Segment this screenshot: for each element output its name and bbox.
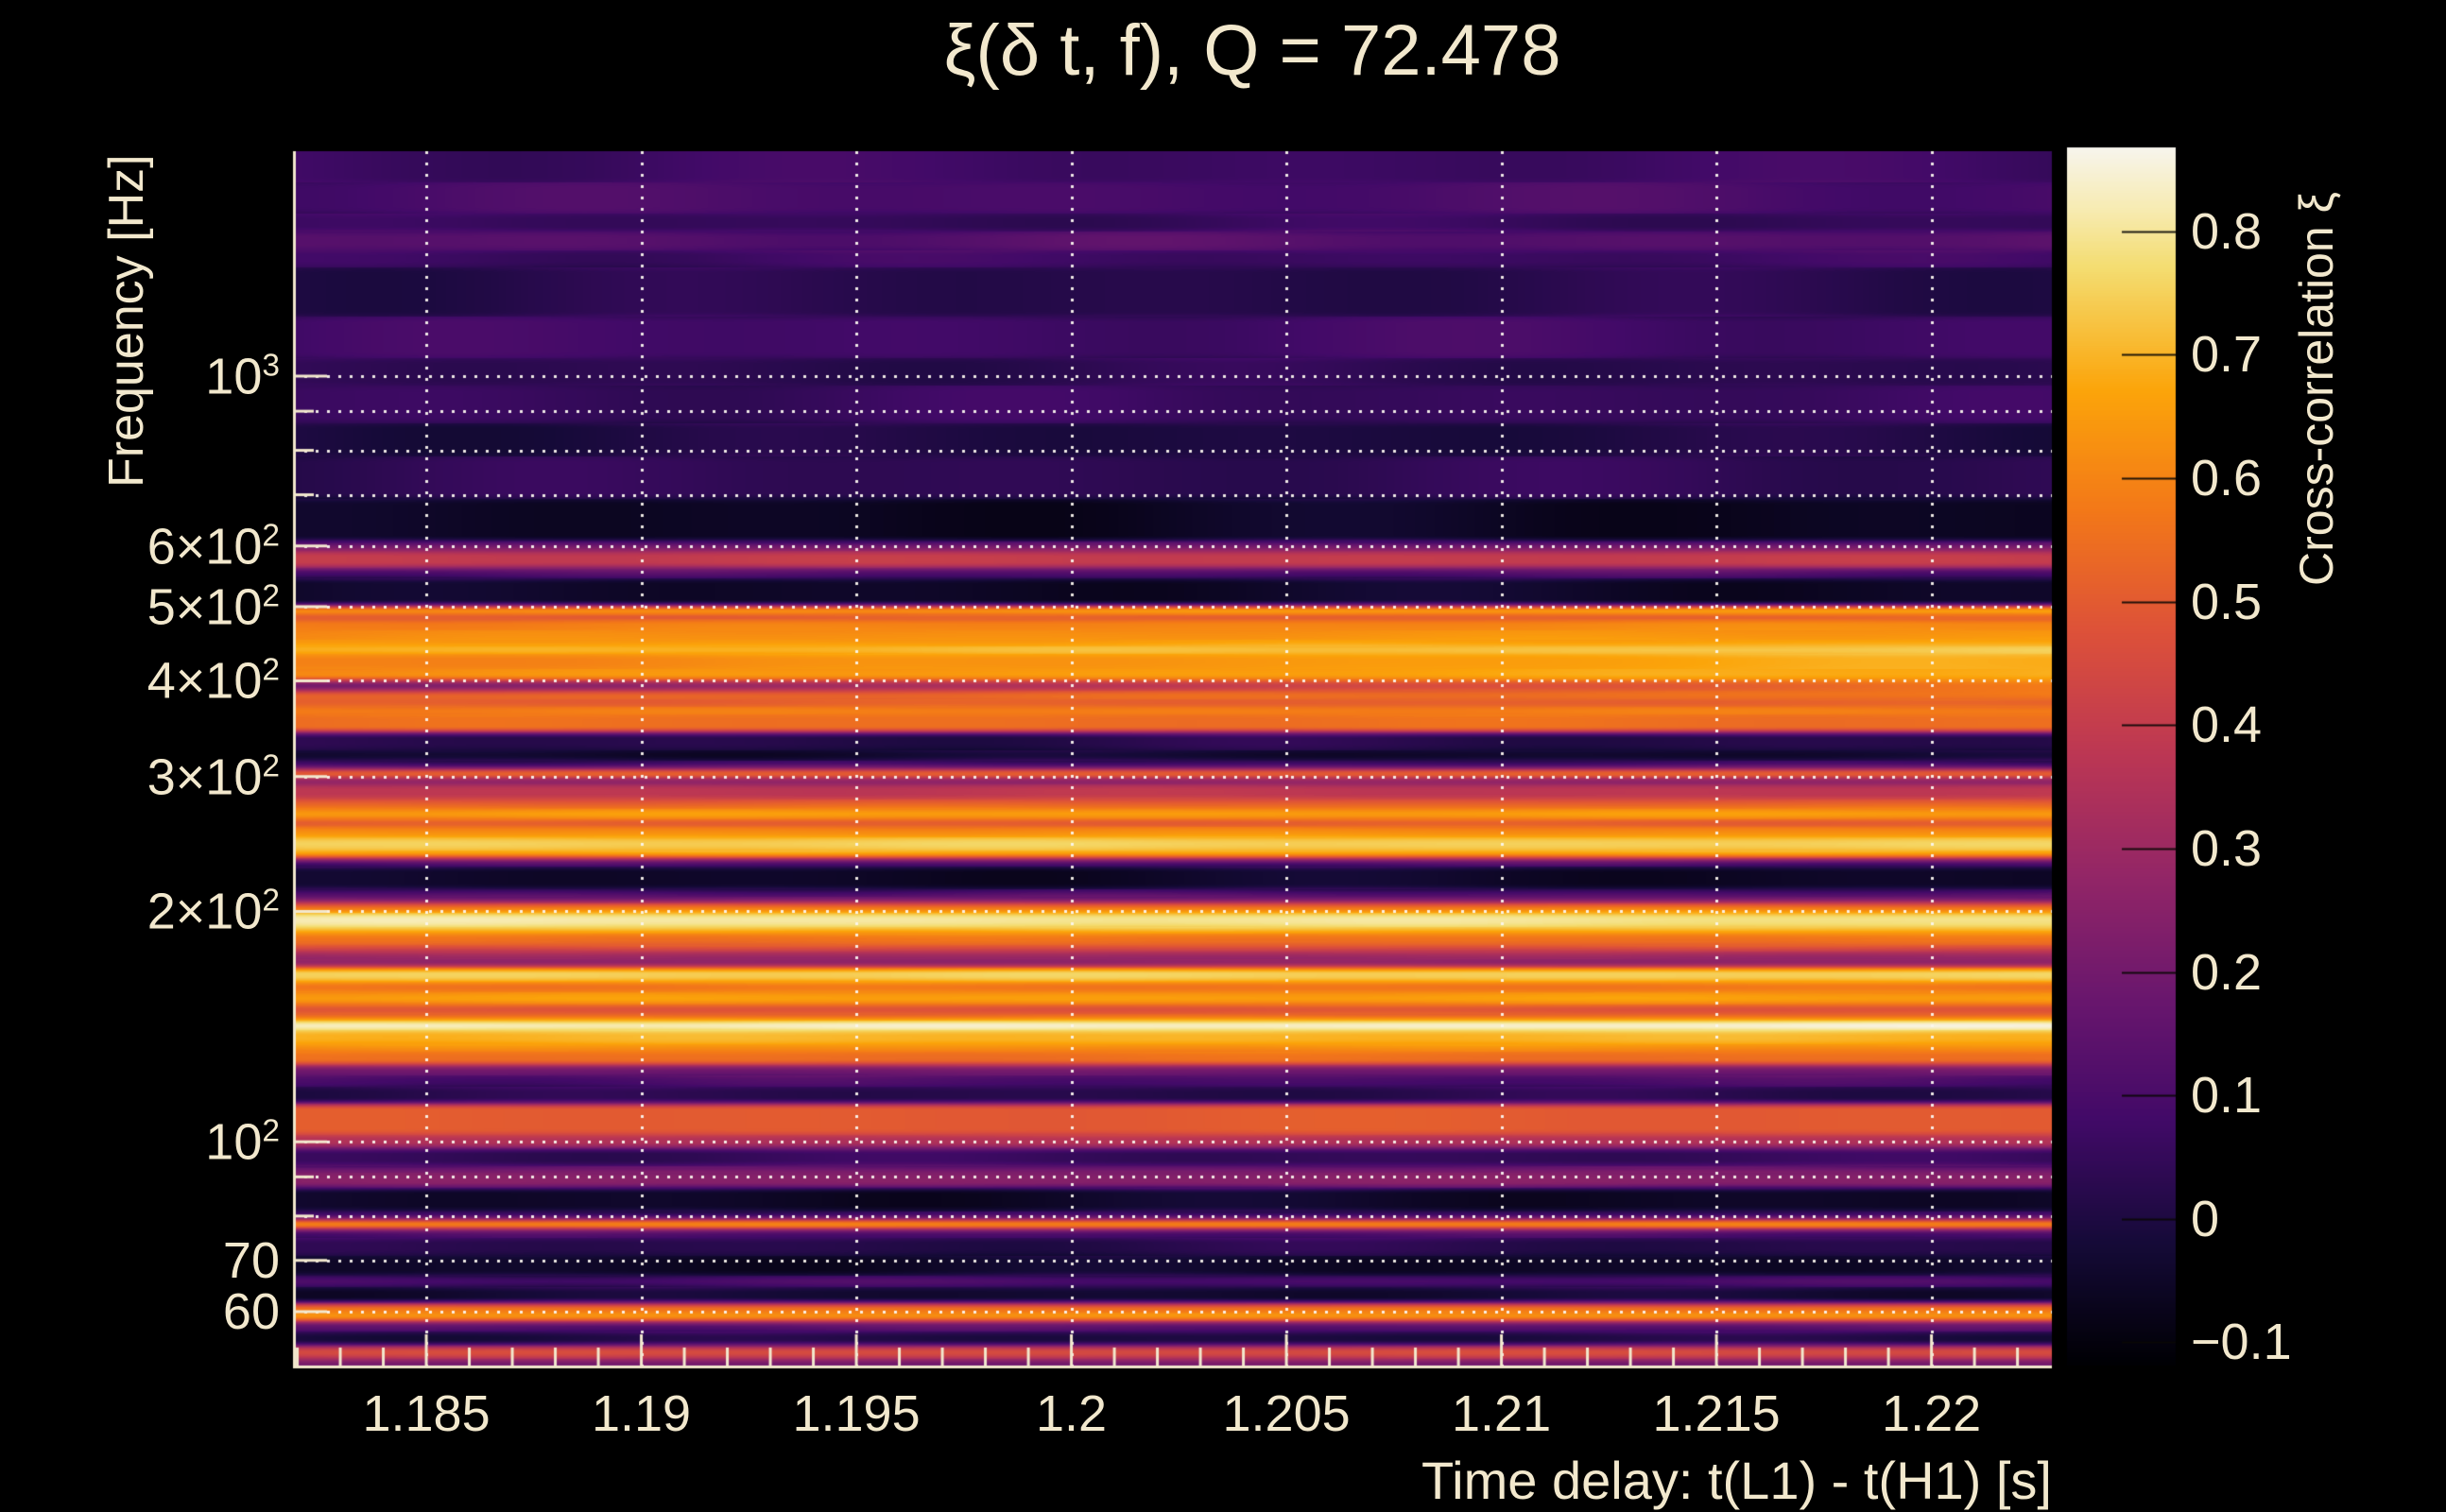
- x-tick-label-1.185: 1.185: [362, 1385, 491, 1442]
- colorbar-tick-label-0.2: 0.2: [2191, 943, 2263, 1001]
- y-tick-label-6×102: 6×102: [146, 518, 280, 576]
- y-tick-label-60: 60: [222, 1283, 280, 1341]
- x-tick-label-1.195: 1.195: [792, 1385, 921, 1442]
- x-tick-label-1.205: 1.205: [1222, 1385, 1351, 1442]
- y-tick-label-103: 103: [205, 348, 280, 405]
- y-tick-label-4×102: 4×102: [146, 652, 280, 710]
- y-axis-title: Frequency [Hz]: [99, 154, 154, 488]
- x-axis-title: Time delay: t(L1) - t(H1) [s]: [1421, 1451, 2052, 1510]
- colorbar-tick-label-0.1: 0.1: [2191, 1067, 2263, 1125]
- y-tick-label-5×102: 5×102: [146, 578, 280, 636]
- colorbar-tick-label-0.3: 0.3: [2191, 819, 2263, 877]
- colorbar-tick-label-−0.1: −0.1: [2191, 1314, 2292, 1371]
- colorbar-tick-label-0: 0: [2191, 1190, 2220, 1247]
- x-tick-label-1.215: 1.215: [1652, 1385, 1781, 1442]
- colorbar-tick-label-0.4: 0.4: [2191, 696, 2263, 754]
- colorbar-tick-label-0.6: 0.6: [2191, 450, 2263, 507]
- y-tick-label-2×102: 2×102: [146, 883, 280, 940]
- x-tick-label-1.21: 1.21: [1452, 1385, 1552, 1442]
- x-tick-label-1.19: 1.19: [591, 1385, 692, 1442]
- x-tick-label-1.22: 1.22: [1882, 1385, 1982, 1442]
- plot-title: ξ(δ t, f), Q = 72.478: [943, 10, 1561, 91]
- y-tick-label-102: 102: [205, 1113, 280, 1171]
- x-tick-label-1.2: 1.2: [1036, 1385, 1108, 1442]
- y-tick-label-70: 70: [222, 1231, 280, 1289]
- y-tick-label-3×102: 3×102: [146, 748, 280, 806]
- colorbar-tick-label-0.8: 0.8: [2191, 202, 2263, 260]
- colorbar-title: Cross-correlation ξ: [2290, 192, 2343, 586]
- colorbar-tick-label-0.7: 0.7: [2191, 326, 2263, 384]
- colorbar-tick-label-0.5: 0.5: [2191, 573, 2263, 630]
